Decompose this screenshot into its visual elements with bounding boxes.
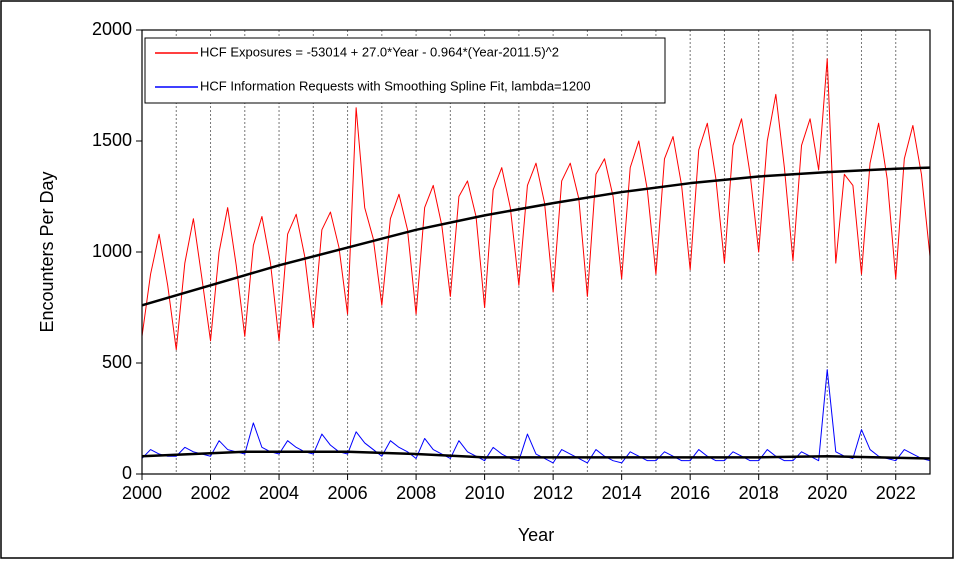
x-tick-label: 2018 [739,483,779,503]
x-tick-label: 2002 [190,483,230,503]
x-axis-label: Year [518,525,554,545]
fit-line [141,166,931,307]
x-tick-label: 2010 [465,483,505,503]
x-tick-label: 2006 [328,483,368,503]
legend-label: HCF Information Requests with Smoothing … [200,78,591,93]
x-tick-label: 2000 [122,483,162,503]
x-tick-label: 2020 [807,483,847,503]
y-tick-label: 1000 [92,241,132,261]
x-tick-label: 2022 [876,483,916,503]
x-tick-label: 2012 [533,483,573,503]
legend [144,37,666,104]
x-tick-label: 2004 [259,483,299,503]
y-tick-label: 1500 [92,130,132,150]
y-tick-label: 0 [122,463,132,483]
series-line [141,58,931,351]
x-tick-label: 2008 [396,483,436,503]
y-tick-label: 500 [102,352,132,372]
y-axis-label: Encounters Per Day [37,171,57,332]
fit-line [141,450,931,460]
x-tick-label: 2014 [602,483,642,503]
legend-label: HCF Exposures = -53014 + 27.0*Year - 0.9… [200,44,559,59]
x-tick-label: 2016 [670,483,710,503]
plot-border [141,29,931,475]
y-tick-label: 2000 [92,19,132,39]
